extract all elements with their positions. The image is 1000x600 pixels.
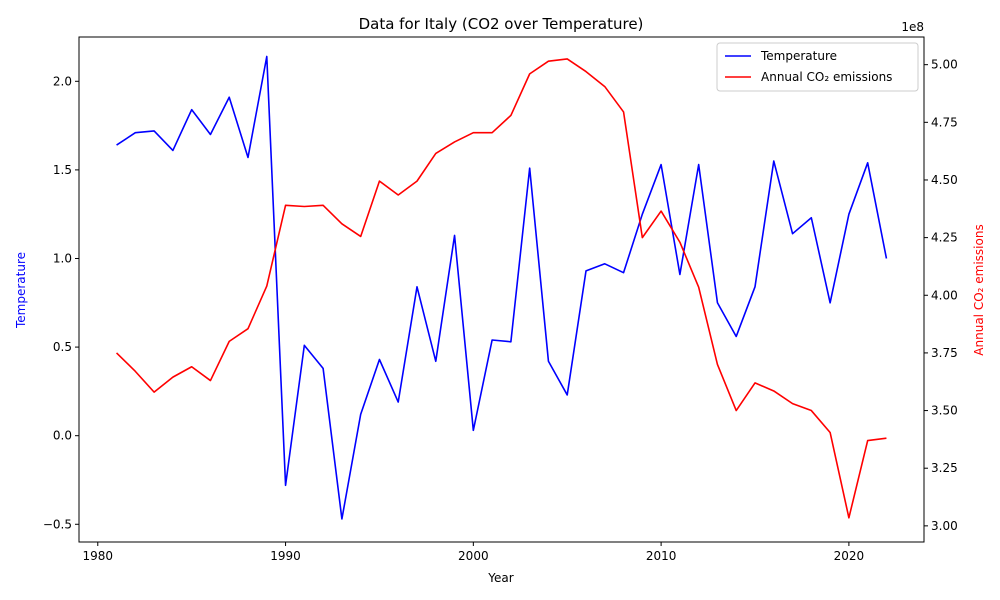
y-tick-label-right: 4.50 — [931, 173, 958, 187]
y-tick-label-right: 3.50 — [931, 404, 958, 418]
y-tick-label-left: 1.5 — [53, 163, 72, 177]
series-lines — [115, 55, 888, 520]
legend-box — [716, 42, 919, 92]
y-tick-label-right: 5.00 — [931, 58, 958, 72]
y-axis-right: 3.00 3.25 3.50 3.75 4.00 4.25 4.50 4.75 5.00 — [924, 58, 958, 533]
x-tick-label: 2020 — [834, 549, 865, 563]
y-tick-label-left: 1.0 — [53, 251, 72, 265]
y-axis-left-label: Temperature — [14, 252, 28, 329]
series-line-co2 — [115, 58, 887, 519]
y-tick-label-left: 0.5 — [53, 340, 72, 354]
x-tick-label: 2000 — [458, 549, 489, 563]
multiplier-base: 1e — [901, 20, 916, 34]
multiplier-exponent: 8 — [916, 20, 924, 34]
y-tick-label-left: 2.0 — [53, 74, 72, 88]
y-axis-right-multiplier: 1e8 — [901, 20, 924, 34]
y-tick-label-left: 0.0 — [53, 429, 72, 443]
y-axis-right-label: Annual CO₂ emissions — [972, 224, 986, 355]
legend-label-temperature: Temperature — [760, 49, 837, 63]
y-tick-label-right: 3.00 — [931, 519, 958, 533]
x-tick-label: 1980 — [83, 549, 114, 563]
y-axis-left: −0.5 0.0 0.5 1.0 1.5 2.0 — [43, 74, 79, 531]
plot-frame — [78, 36, 925, 543]
chart-title: Data for Italy (CO2 over Temperature) — [359, 15, 644, 33]
y-tick-label-right: 4.00 — [931, 288, 958, 302]
y-tick-label-right: 4.25 — [931, 231, 958, 245]
y-tick-label-left: −0.5 — [43, 517, 72, 531]
x-tick-label: 1990 — [270, 549, 301, 563]
legend-label-co2: Annual CO₂ emissions — [761, 70, 892, 84]
y-tick-label-right: 3.25 — [931, 461, 958, 475]
legend: Temperature Annual CO₂ emissions — [716, 42, 919, 92]
x-tick-label: 2010 — [646, 549, 677, 563]
series-line-temperature — [116, 55, 888, 520]
x-axis: 1980 1990 2000 2010 2020 — [83, 542, 865, 563]
y-tick-label-right: 3.75 — [931, 346, 958, 360]
y-tick-label-right: 4.75 — [931, 115, 958, 129]
x-axis-label: Year — [487, 571, 513, 585]
